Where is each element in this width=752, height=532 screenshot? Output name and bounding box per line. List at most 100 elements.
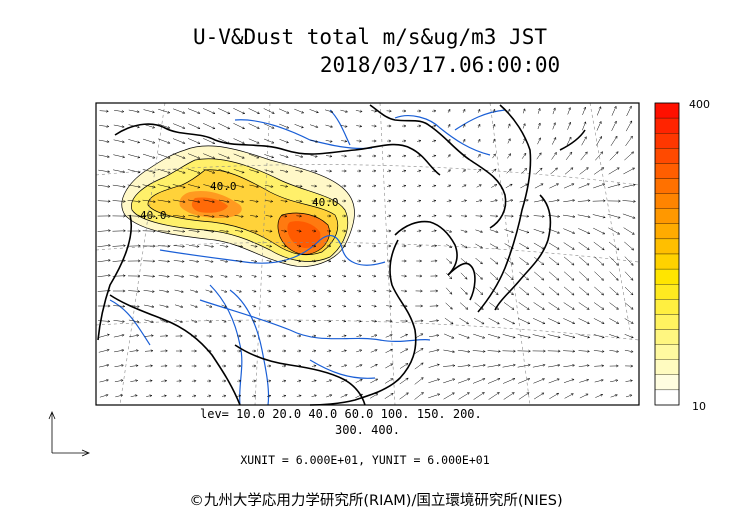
wind-vector-arrow [475, 243, 484, 249]
wind-vector-arrow [428, 393, 441, 399]
wind-vector-arrow [517, 363, 531, 368]
wind-vector-arrow [187, 153, 201, 159]
wind-vector-arrow [459, 302, 469, 310]
wind-vector-arrow [458, 349, 471, 353]
wind-vector-arrow [622, 199, 637, 203]
wind-vector-arrow [204, 259, 214, 263]
wind-vector-arrow [205, 289, 213, 293]
wind-vector-arrow [564, 167, 574, 175]
wind-vector-arrow [611, 105, 617, 116]
wind-vector-arrow [578, 364, 590, 368]
wind-vector-arrow [143, 304, 155, 308]
wind-vector-arrow [507, 153, 512, 159]
wind-vector-arrow [592, 199, 606, 203]
wind-vector-arrow [355, 379, 363, 383]
wind-vector-arrow [416, 214, 422, 218]
wind-vector-arrow [491, 184, 498, 188]
wind-vector-arrow [143, 259, 156, 263]
wind-vector-arrow [251, 379, 257, 383]
wind-vector-arrow [371, 109, 378, 113]
wind-vector-arrow [130, 394, 138, 398]
wind-vector-arrow [533, 302, 545, 310]
wind-vector-arrow [521, 168, 528, 174]
wind-vector-arrow [521, 152, 527, 159]
wind-vector-arrow [552, 107, 556, 115]
wind-vector-arrow [219, 230, 230, 233]
wind-vector-arrow [624, 151, 634, 161]
wind-vector-arrow [472, 363, 486, 368]
border-himalaya [109, 294, 241, 406]
dust-level-200 [191, 197, 228, 213]
wind-vector-arrow [282, 394, 287, 398]
map-frame [95, 102, 640, 406]
wind-vector-arrow [143, 109, 156, 114]
wind-vector-arrow [327, 304, 332, 308]
wind-vector-arrow [624, 286, 634, 296]
wind-vector-arrow [593, 227, 606, 235]
wind-vector-arrow [504, 243, 514, 249]
wind-vector-arrow [461, 199, 468, 203]
wind-vector-arrow [233, 169, 245, 174]
wind-vector-arrow [176, 349, 183, 353]
wind-vector-arrow [503, 302, 515, 310]
wind-vector-arrow [325, 139, 333, 143]
wind-vector-arrow [233, 184, 245, 189]
wind-vector-arrow [97, 244, 112, 247]
wind-vector-arrow [386, 229, 392, 233]
wind-vector-arrow [593, 167, 605, 175]
wind-vector-arrow [548, 199, 560, 203]
wind-vector-arrow [431, 124, 437, 128]
wind-vector-arrow [172, 153, 186, 159]
wind-vector-arrow [251, 274, 257, 278]
wind-vector-arrow [522, 108, 526, 114]
graticule-line [95, 164, 640, 186]
colorbar-swatch [654, 253, 680, 270]
wind-vector-arrow [326, 349, 332, 353]
wind-vector-arrow [607, 199, 621, 203]
wind-vector-arrow [400, 333, 409, 338]
wind-vector-arrow [221, 289, 228, 293]
wind-vector-arrow [296, 334, 302, 338]
wind-vector-arrow [342, 319, 347, 323]
wind-vector-arrow [430, 289, 439, 293]
wind-vector-arrow [462, 123, 466, 128]
wind-vector-arrow [537, 107, 541, 114]
river [454, 109, 506, 131]
wind-vector-arrow [623, 227, 635, 235]
wind-vector-arrow [547, 318, 561, 325]
wind-vector-arrow [112, 184, 126, 189]
wind-vector-arrow [489, 257, 499, 265]
wind-vector-arrow [159, 319, 169, 324]
wind-vector-arrow [534, 257, 545, 266]
wind-vector-arrow [622, 183, 636, 188]
wind-vector-arrow [593, 302, 605, 310]
levels-legend-line2: 300. 400. [335, 423, 400, 437]
wind-vector-arrow [250, 229, 258, 233]
wind-vector-arrow [401, 244, 407, 248]
wind-vector-arrow [251, 334, 257, 338]
wind-vector-arrow [533, 378, 546, 384]
wind-vector-arrow [578, 183, 590, 189]
wind-vector-arrow [356, 259, 362, 263]
wind-vector-arrow [460, 258, 468, 264]
wind-vector-arrow [113, 169, 126, 174]
wind-vector-arrow [460, 287, 468, 295]
wind-vector-arrow [490, 214, 499, 218]
wind-vector-arrow [578, 256, 590, 266]
wind-vector-arrow [595, 393, 604, 398]
wind-vector-arrow [356, 199, 362, 203]
wind-vector-arrow [594, 271, 604, 281]
wind-vector-arrow [174, 304, 184, 308]
wind-vector-arrow [594, 379, 604, 383]
wind-vector-arrow [326, 364, 332, 368]
wind-vector-arrow [596, 120, 602, 131]
figure-title: U-V&Dust total m/s&ug/m3 JST [193, 25, 547, 49]
wind-vector-arrow [609, 318, 620, 324]
wind-vector-arrow [430, 259, 438, 263]
wind-vector-arrow [191, 379, 197, 383]
wind-vector-arrow [563, 286, 575, 296]
wind-vector-arrow [296, 364, 302, 368]
wind-vector-arrow [327, 319, 332, 323]
wind-vector-arrow [609, 256, 619, 266]
credit-line: ©九州大学応用力学研究所(RIAM)/国立環境研究所(NIES) [189, 491, 562, 509]
